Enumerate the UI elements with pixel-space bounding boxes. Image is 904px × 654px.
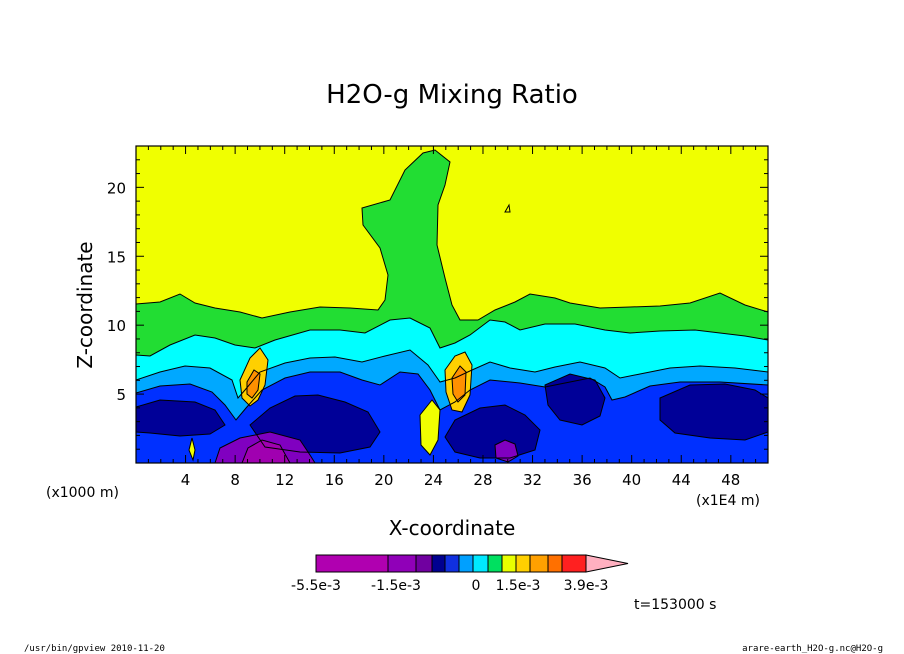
- footer-right: arare-earth_H2O-g.nc@H2O-g: [742, 644, 883, 654]
- contour-lines: [136, 149, 768, 463]
- colorbar-label: 3.9e-3: [564, 578, 609, 594]
- x-unit-label: (x1E4 m): [696, 493, 760, 509]
- x-tick-label: 36: [573, 471, 592, 489]
- contour-r-purple: [214, 431, 519, 463]
- x-axis-label: X-coordinate: [389, 516, 516, 540]
- y-tick-label: 10: [107, 317, 126, 335]
- colorbar-label: -1.5e-3: [371, 578, 421, 594]
- contour-r-navy: [136, 373, 768, 459]
- contour-r-plume2: [246, 365, 467, 403]
- y-tick-labels: 5 10 15 20: [107, 179, 126, 404]
- contour-r-lblue: [136, 349, 768, 463]
- contour-field: [136, 146, 768, 463]
- contour-r-plume1: [239, 347, 473, 413]
- x-tick-label: 32: [523, 471, 542, 489]
- plot-frame: [135, 145, 769, 464]
- colorbar-label: 1.5e-3: [496, 578, 541, 594]
- x-tick-label: 16: [325, 471, 344, 489]
- colorbar-segment: [415, 554, 433, 573]
- colorbar-segment: [315, 554, 389, 573]
- x-tick-label: 24: [424, 471, 443, 489]
- x-tick-label: 40: [622, 471, 641, 489]
- contour-r-magenta: [241, 439, 291, 463]
- colorbar-segment: [487, 554, 503, 573]
- colorbar-segment: [547, 554, 563, 573]
- chart-title: H2O-g Mixing Ratio: [326, 80, 578, 110]
- colorbar-extend-arrow: [585, 554, 629, 573]
- colorbar-segment: [458, 554, 474, 573]
- region-level-minus-2.0e-3: [136, 374, 768, 458]
- contour-r-green: [136, 149, 768, 463]
- x-tick-label: 4: [181, 471, 191, 489]
- colorbar-segment: [561, 554, 587, 573]
- x-tick-label: 20: [374, 471, 393, 489]
- footer-left: /usr/bin/gpview 2010-11-20: [24, 644, 165, 654]
- y-unit-label: (x1000 m): [46, 485, 119, 501]
- y-tick-label: 5: [116, 386, 126, 404]
- x-tick-label: 8: [230, 471, 240, 489]
- y-tick-label: 20: [107, 179, 126, 197]
- colorbar-labels: -5.5e-3 -1.5e-3 0 1.5e-3 3.9e-3: [291, 578, 608, 594]
- contour-r-cyan: [136, 317, 768, 463]
- colorbar-segment: [515, 554, 531, 573]
- colorbar-segment: [501, 554, 517, 573]
- colorbar-segment: [529, 554, 549, 573]
- x-tick-label: 12: [275, 471, 294, 489]
- region-level-minus-3.0e-3: [215, 432, 518, 463]
- time-label: t=153000 s: [634, 597, 716, 613]
- x-tick-label: 48: [721, 471, 740, 489]
- region-level-minus-4.0e-3: [242, 440, 290, 463]
- colorbar-label: 0: [472, 578, 481, 594]
- colorbar-segment: [431, 554, 446, 573]
- x-tick-label: 44: [672, 471, 691, 489]
- y-tick-label: 15: [107, 248, 126, 266]
- contour-r-blue: [136, 371, 768, 463]
- x-tick-labels: 4 8 12 16 20 24 28 32 36 40 44 48: [181, 471, 741, 489]
- colorbar-segment: [472, 554, 489, 573]
- x-tick-label: 28: [473, 471, 492, 489]
- region-level-0.5e-3: [240, 348, 472, 412]
- axis-ticks: [136, 146, 768, 463]
- colorbar-label: -5.5e-3: [291, 578, 341, 594]
- colorbar-segment: [444, 554, 460, 573]
- y-axis-label: Z-coordinate: [73, 241, 97, 368]
- colorbar-segment: [387, 554, 417, 573]
- contour-r-specks: [188, 203, 511, 462]
- colorbar: [315, 554, 629, 573]
